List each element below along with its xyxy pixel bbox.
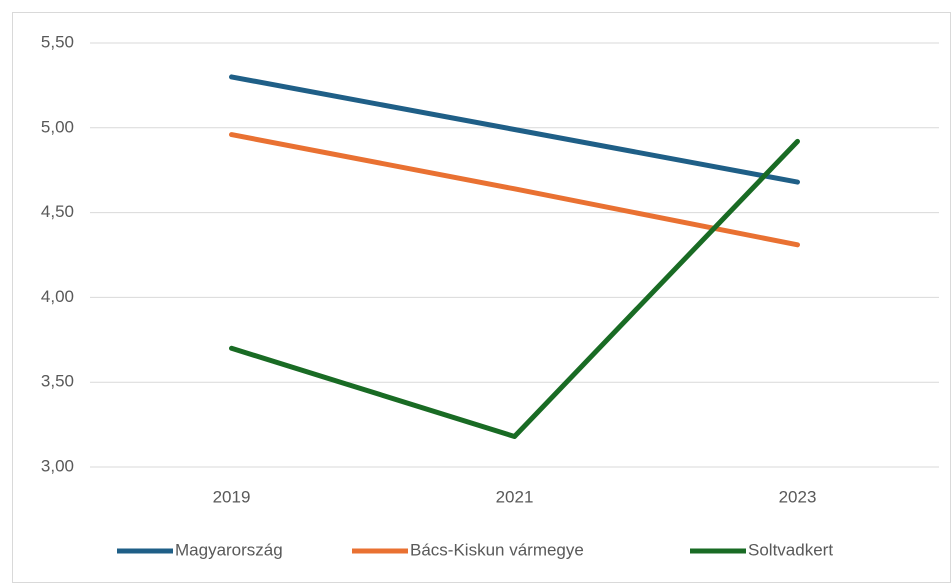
y-tick-label: 4,00 [41,287,74,306]
y-tick-label: 4,50 [41,202,74,221]
x-tick-label: 2023 [779,487,817,506]
y-tick-label: 5,00 [41,117,74,136]
x-tick-label: 2019 [213,487,251,506]
legend-label: Bács-Kiskun vármegye [410,540,584,559]
legend-label: Soltvadkert [748,540,833,559]
series-line [229,138,800,439]
x-tick-label: 2021 [496,487,534,506]
y-tick-label: 3,00 [41,456,74,475]
legend-label: Magyarország [175,540,283,559]
series-line [229,74,800,185]
y-tick-label: 3,50 [41,372,74,391]
y-tick-label: 5,50 [41,32,74,51]
series-line [229,132,800,248]
